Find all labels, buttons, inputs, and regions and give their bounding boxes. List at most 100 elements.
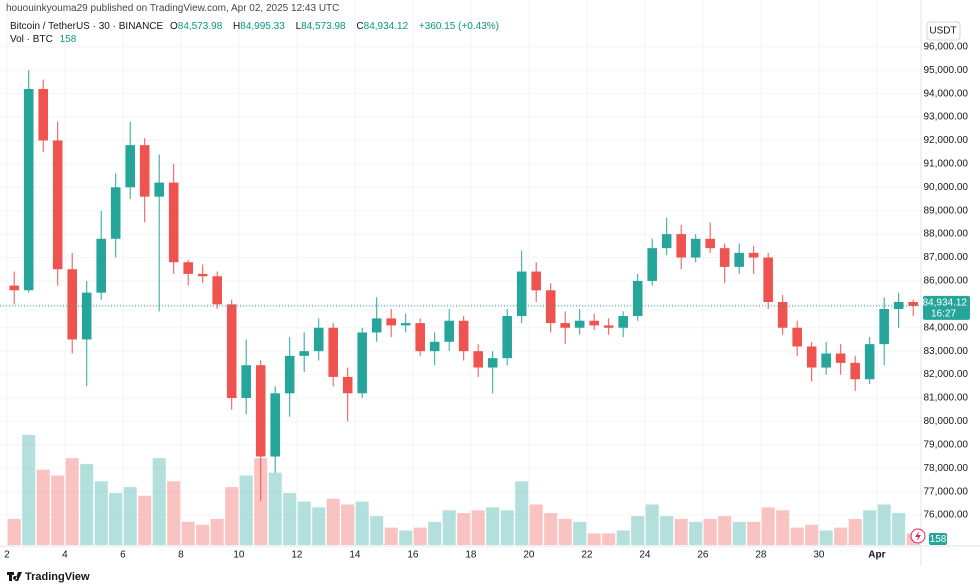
volume-bar [805, 524, 819, 545]
candle-body [821, 353, 831, 368]
volume-title[interactable]: Vol · BTC [10, 34, 53, 45]
candle-body [342, 376, 353, 394]
volume-bar [558, 518, 572, 545]
candle-body [676, 234, 686, 258]
y-tick-label: 82,000.00 [924, 369, 969, 380]
plot [0, 70, 921, 545]
candle-body [183, 262, 193, 274]
candle-body [603, 325, 614, 328]
volume-bar [471, 510, 485, 545]
alert-bolt [915, 531, 921, 541]
candle-body [444, 320, 454, 342]
volume-bar [65, 458, 79, 545]
candle-body [574, 320, 585, 328]
last-price-label: 84,934.12 [923, 298, 968, 309]
value: 84,995.33 [240, 21, 285, 32]
candle-body [748, 252, 759, 258]
volume-bar [602, 533, 616, 545]
volume-bar [892, 513, 906, 545]
candle-body [299, 351, 309, 356]
volume-value: 158 [59, 34, 77, 45]
candle-body [705, 238, 715, 249]
candle-body [516, 271, 527, 317]
volume-bar [674, 518, 688, 545]
candle-body [560, 323, 570, 328]
volume-bar [747, 521, 761, 545]
ohlc-close: C84,934.12 [356, 21, 412, 32]
x-tick-label: 6 [120, 550, 126, 561]
volume-bar [645, 504, 659, 545]
candle-body [618, 316, 628, 328]
volume-bar [123, 487, 137, 545]
currency-box[interactable] [926, 21, 961, 41]
candle-body [429, 341, 440, 352]
candle-body [328, 327, 338, 377]
y-tick-label: 83,000.00 [924, 346, 969, 357]
volume-bar [587, 533, 601, 545]
candle-body [719, 248, 730, 267]
y-tick-label: 78,000.00 [924, 463, 969, 474]
volume-bar [616, 530, 630, 545]
x-tick-label: 30 [813, 550, 825, 561]
volume-bar [776, 510, 790, 545]
candle-body [632, 280, 643, 317]
volume-bar [848, 518, 862, 545]
ohlc-high: H84,995.33 [233, 21, 289, 32]
volume-bar [457, 513, 471, 545]
candle-body [806, 346, 817, 368]
volume-badge-label: 158 [930, 534, 947, 545]
y-tick-label: 81,000.00 [924, 393, 969, 404]
footer-logo: TradingView [7, 571, 90, 583]
candle-body [154, 182, 164, 197]
volume-bar [297, 501, 311, 545]
x-tick-label: 8 [178, 550, 184, 561]
candle-body [647, 248, 657, 281]
candle-body [270, 393, 280, 457]
candle-body [371, 318, 382, 333]
volume-bar [660, 516, 674, 545]
volume-bar [225, 487, 239, 545]
volume-bar [239, 475, 253, 545]
y-tick-label: 77,000.00 [924, 486, 969, 497]
volume-bar [94, 481, 108, 545]
candle-body [661, 234, 672, 249]
volume-bar [761, 507, 775, 545]
y-tick-label: 96,000.00 [924, 41, 969, 52]
x-tick-label: 4 [62, 550, 68, 561]
volume-bar [529, 504, 543, 545]
x-tick-label: 26 [697, 550, 709, 561]
change: +360.15 (+0.43%) [418, 21, 499, 32]
volume-bar [689, 521, 703, 545]
volume-bar [500, 510, 514, 545]
candle-body [879, 309, 889, 345]
candle-body [255, 365, 266, 457]
x-tick-label: 10 [233, 550, 245, 561]
candle-body [545, 290, 556, 324]
candle-body [792, 327, 802, 347]
y-tick-label: 87,000.00 [924, 252, 969, 263]
value: 84,934.12 [363, 21, 409, 32]
candle-body [96, 238, 106, 293]
candle-body [81, 292, 92, 340]
volume-bar [819, 530, 833, 545]
symbol-title[interactable]: Bitcoin / TetherUS · 30 · BINANCE [10, 21, 164, 32]
y-tick-label: 94,000.00 [924, 88, 969, 99]
candle-body [763, 257, 773, 302]
volume-bar [515, 481, 529, 545]
candle-body [241, 365, 251, 398]
candle-body [212, 276, 222, 305]
candle-body [531, 271, 541, 291]
volume-bar [326, 498, 340, 545]
candle-body [139, 145, 150, 197]
value: 84,573.98 [177, 21, 223, 32]
y-tick-label: 80,000.00 [924, 416, 969, 427]
x-tick-label: 20 [523, 550, 535, 561]
y-tick-label: 91,000.00 [924, 159, 969, 170]
volume-bar [428, 521, 442, 545]
candle-body [835, 353, 846, 363]
volume-bar [863, 510, 877, 545]
ohlc-open: O84,573.98 [170, 21, 226, 32]
volume-bar [544, 513, 558, 545]
candle-body [458, 320, 469, 352]
